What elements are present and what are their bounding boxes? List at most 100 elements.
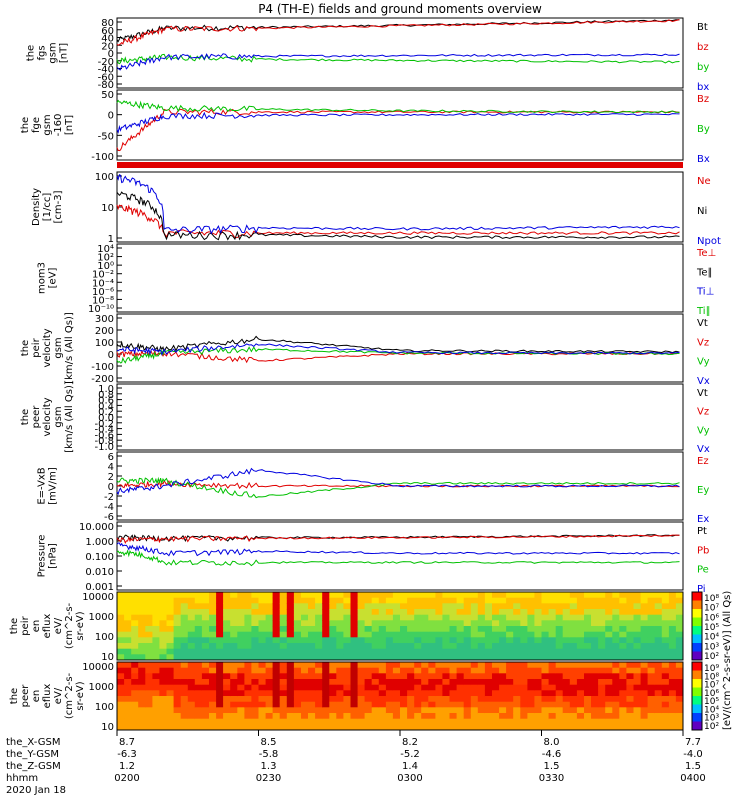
spectrogram-cell <box>343 707 351 714</box>
spectrogram-cell <box>180 679 189 686</box>
spectrogram-cell <box>527 713 535 720</box>
spectrogram-cell <box>626 679 634 686</box>
spectrogram-cell <box>668 597 677 604</box>
spectrogram-cell <box>513 614 521 621</box>
spectrogram-cell <box>286 662 295 669</box>
spectrogram-cell <box>591 609 599 616</box>
spectrogram-cell <box>633 609 642 616</box>
y-axis-label-line: [nT] <box>64 115 75 135</box>
spectrogram-cell <box>265 701 274 708</box>
spectrogram-cell <box>315 626 323 633</box>
spectrogram-cell <box>534 718 542 725</box>
spectrogram-cell <box>166 707 175 714</box>
spectrogram-cell <box>541 643 550 650</box>
spectrogram-cell <box>385 679 394 686</box>
spectrogram-cell <box>145 603 153 610</box>
spectrogram-cell <box>407 631 415 638</box>
spectrogram-cell <box>392 718 401 725</box>
spectrogram-cell <box>548 724 557 731</box>
spectrogram-cell <box>576 609 585 616</box>
spectrogram-cell <box>619 614 627 621</box>
y-tick-label: 10000 <box>82 662 114 673</box>
spectrogram-cell <box>216 631 224 638</box>
spectrogram-cell <box>244 631 252 638</box>
spectrogram-cell <box>187 662 196 669</box>
spectrogram-cell <box>527 620 535 627</box>
spectrogram-cell <box>166 643 175 650</box>
spectrogram-cell <box>343 637 351 644</box>
spectrogram-cell <box>336 707 344 714</box>
spectrogram-cell <box>371 667 380 674</box>
spectrogram-cell <box>194 684 203 691</box>
spectrogram-cell <box>527 679 535 686</box>
spectrogram-cell <box>435 648 443 655</box>
spectrogram-cell <box>230 673 238 680</box>
spectrogram-cell <box>279 673 288 680</box>
spectrogram-cell <box>569 620 578 627</box>
legend-by: by <box>697 62 709 73</box>
spectrogram-cell <box>301 654 309 661</box>
spectrogram-cell <box>654 713 663 720</box>
spectrogram-cell <box>237 690 245 697</box>
spectrogram-cell <box>527 707 535 714</box>
spectrogram-cell <box>492 614 500 621</box>
spectrogram-cell <box>633 718 642 725</box>
spectrogram-cell <box>605 614 613 621</box>
colorbar-tick-label: 10⁵ <box>704 697 719 707</box>
spectrogram-cell <box>605 643 613 650</box>
spectrogram-cell <box>308 707 316 714</box>
spectrogram-cell <box>400 648 408 655</box>
spectrogram-cell <box>201 696 210 703</box>
spectrogram-cell <box>209 597 217 604</box>
spectrogram-cell <box>145 684 153 691</box>
spectrogram-cell <box>322 609 330 616</box>
y-tick-label: 40 <box>101 34 114 45</box>
spectrogram-cell <box>371 637 380 644</box>
spectrogram-cell <box>548 637 557 644</box>
y-axis-label-line: eV/ <box>53 687 64 704</box>
spectrogram-cell <box>548 673 557 680</box>
spectrogram-cell <box>371 662 380 669</box>
spectrogram-cell <box>484 696 493 703</box>
spectrogram-cell <box>124 684 132 691</box>
spectrogram-cell <box>407 679 415 686</box>
y-tick-label: 0.010 <box>85 567 114 578</box>
spectrogram-cell <box>513 684 521 691</box>
spectrogram-cell <box>484 679 493 686</box>
spectrogram-cell <box>619 609 627 616</box>
spectrogram-cell <box>442 654 450 661</box>
spectrogram-cell <box>145 696 153 703</box>
spectrogram-cell <box>117 654 125 661</box>
spectrogram-cell <box>647 609 656 616</box>
spectrogram-cell <box>520 667 528 674</box>
spectrogram-cell <box>251 696 259 703</box>
spectrogram-cell <box>187 609 196 616</box>
spectrogram-cell <box>647 620 656 627</box>
spectrogram-cell <box>117 673 125 680</box>
spectrogram-cell <box>598 597 606 604</box>
spectrogram-cell <box>180 626 189 633</box>
spectrogram-cell <box>187 620 196 627</box>
spectrogram-cell <box>293 707 302 714</box>
spectrogram-cell <box>131 662 139 669</box>
spectrogram-cell <box>117 609 125 616</box>
spectrogram-cell <box>661 597 670 604</box>
y-tick-label: 6 <box>108 452 114 463</box>
legend-Ti∥: Ti∥ <box>696 306 711 317</box>
spectrogram-cell <box>477 603 486 610</box>
spectrogram-cell <box>619 626 627 633</box>
spectrogram-cell <box>279 701 288 708</box>
spectrogram-cell <box>286 684 295 691</box>
spectrogram-cell <box>166 662 175 669</box>
spectrogram-cell <box>350 654 359 661</box>
colorbar-tick-label: 10⁶ <box>704 613 719 623</box>
spectrogram-cell <box>230 609 238 616</box>
spectrogram-cell <box>555 614 564 621</box>
spectrogram-cell <box>513 701 521 708</box>
spectrogram-cell <box>145 724 153 731</box>
spectrogram-cell <box>449 637 458 644</box>
spectrogram-cell <box>421 701 429 708</box>
spectrogram-cell <box>541 620 550 627</box>
spectrogram-cell <box>584 724 592 731</box>
spectrogram-cell <box>675 690 684 697</box>
